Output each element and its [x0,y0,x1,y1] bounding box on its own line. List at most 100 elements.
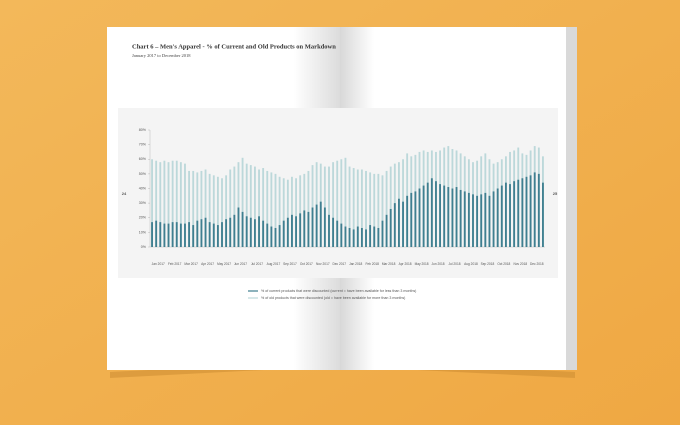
bar [467,192,470,247]
bar [422,185,425,247]
bar [402,201,404,247]
bar [274,173,277,247]
bar [167,223,170,247]
x-tick-label: Jul 2017 [251,262,263,266]
bar [192,170,195,247]
bar [447,187,450,247]
bar [381,175,384,247]
bar [282,178,285,247]
bar [225,219,228,247]
bar [295,216,297,247]
bar [439,184,442,247]
bar [225,175,228,247]
bar [430,178,433,247]
bar [410,192,413,247]
bar [336,220,339,247]
bar [418,188,421,247]
bar [537,173,540,247]
bar [373,226,376,247]
bar [381,220,384,247]
x-tick-label: Nov 2017 [316,262,330,266]
bar [360,227,363,247]
bar [513,181,516,247]
bar [435,181,437,247]
bar [204,217,207,247]
chart-title: Chart 6 – Men's Apparel - % of Current a… [132,43,336,50]
bar [389,166,392,247]
bar [237,162,240,247]
x-tick-label: May 2018 [415,262,429,266]
bar [504,182,507,247]
x-tick-label: Feb 2017 [168,262,182,266]
bar [451,188,454,247]
bar [188,222,191,247]
bar [175,160,178,247]
bar [208,173,211,247]
bar [352,229,355,247]
x-tick-label: Dec 2018 [530,262,544,266]
bar [200,170,203,247]
x-tick-label: Feb 2018 [365,262,379,266]
bar [484,192,487,247]
y-tick-label: 80% [139,128,147,132]
bar [229,217,232,247]
bar [229,169,232,247]
bar [258,169,260,247]
bar [192,225,195,247]
bar [245,163,248,247]
bar [204,169,207,247]
bar [369,172,372,247]
bar [406,195,409,247]
bar [398,198,400,247]
x-tick-label: Mar 2017 [184,262,198,266]
bar [184,223,186,247]
bar [340,159,343,247]
bar [414,191,417,247]
bar [175,222,178,247]
bar [253,219,256,247]
y-tick-label: 40% [139,186,147,190]
bar [278,225,281,247]
bar [365,170,367,247]
bar [262,220,265,247]
bar [159,222,162,247]
bar [365,229,367,247]
y-tick-label: 30% [139,201,147,205]
bar [480,194,483,247]
legend-label: % of current products that were discount… [261,289,416,293]
chart-subtitle: January 2017 to December 2018 [132,53,191,58]
y-tick-label: 10% [139,230,147,234]
bar [221,222,223,247]
bar [332,162,335,247]
page-number: 25 [553,191,558,196]
x-tick-label: May 2017 [217,262,231,266]
bar [340,223,343,247]
bar [472,194,474,247]
bar [163,160,166,247]
bar [344,226,347,247]
bar [221,178,223,247]
bar [496,188,499,247]
bar [151,159,153,247]
bar [200,219,203,247]
bar [196,172,199,247]
x-tick-label: Apr 2018 [399,262,412,266]
bar [249,217,252,247]
bar [311,165,314,247]
bar [151,222,153,247]
bar [303,210,306,247]
bar [233,214,236,247]
bar [171,160,174,247]
bar [270,226,273,247]
x-tick-label: Dec 2017 [332,262,346,266]
bar [352,168,355,247]
bar [233,166,236,247]
bar [348,166,351,247]
bar [323,166,326,247]
bar [356,226,359,247]
bar [509,184,511,247]
bar [517,179,520,247]
bar [377,173,380,247]
